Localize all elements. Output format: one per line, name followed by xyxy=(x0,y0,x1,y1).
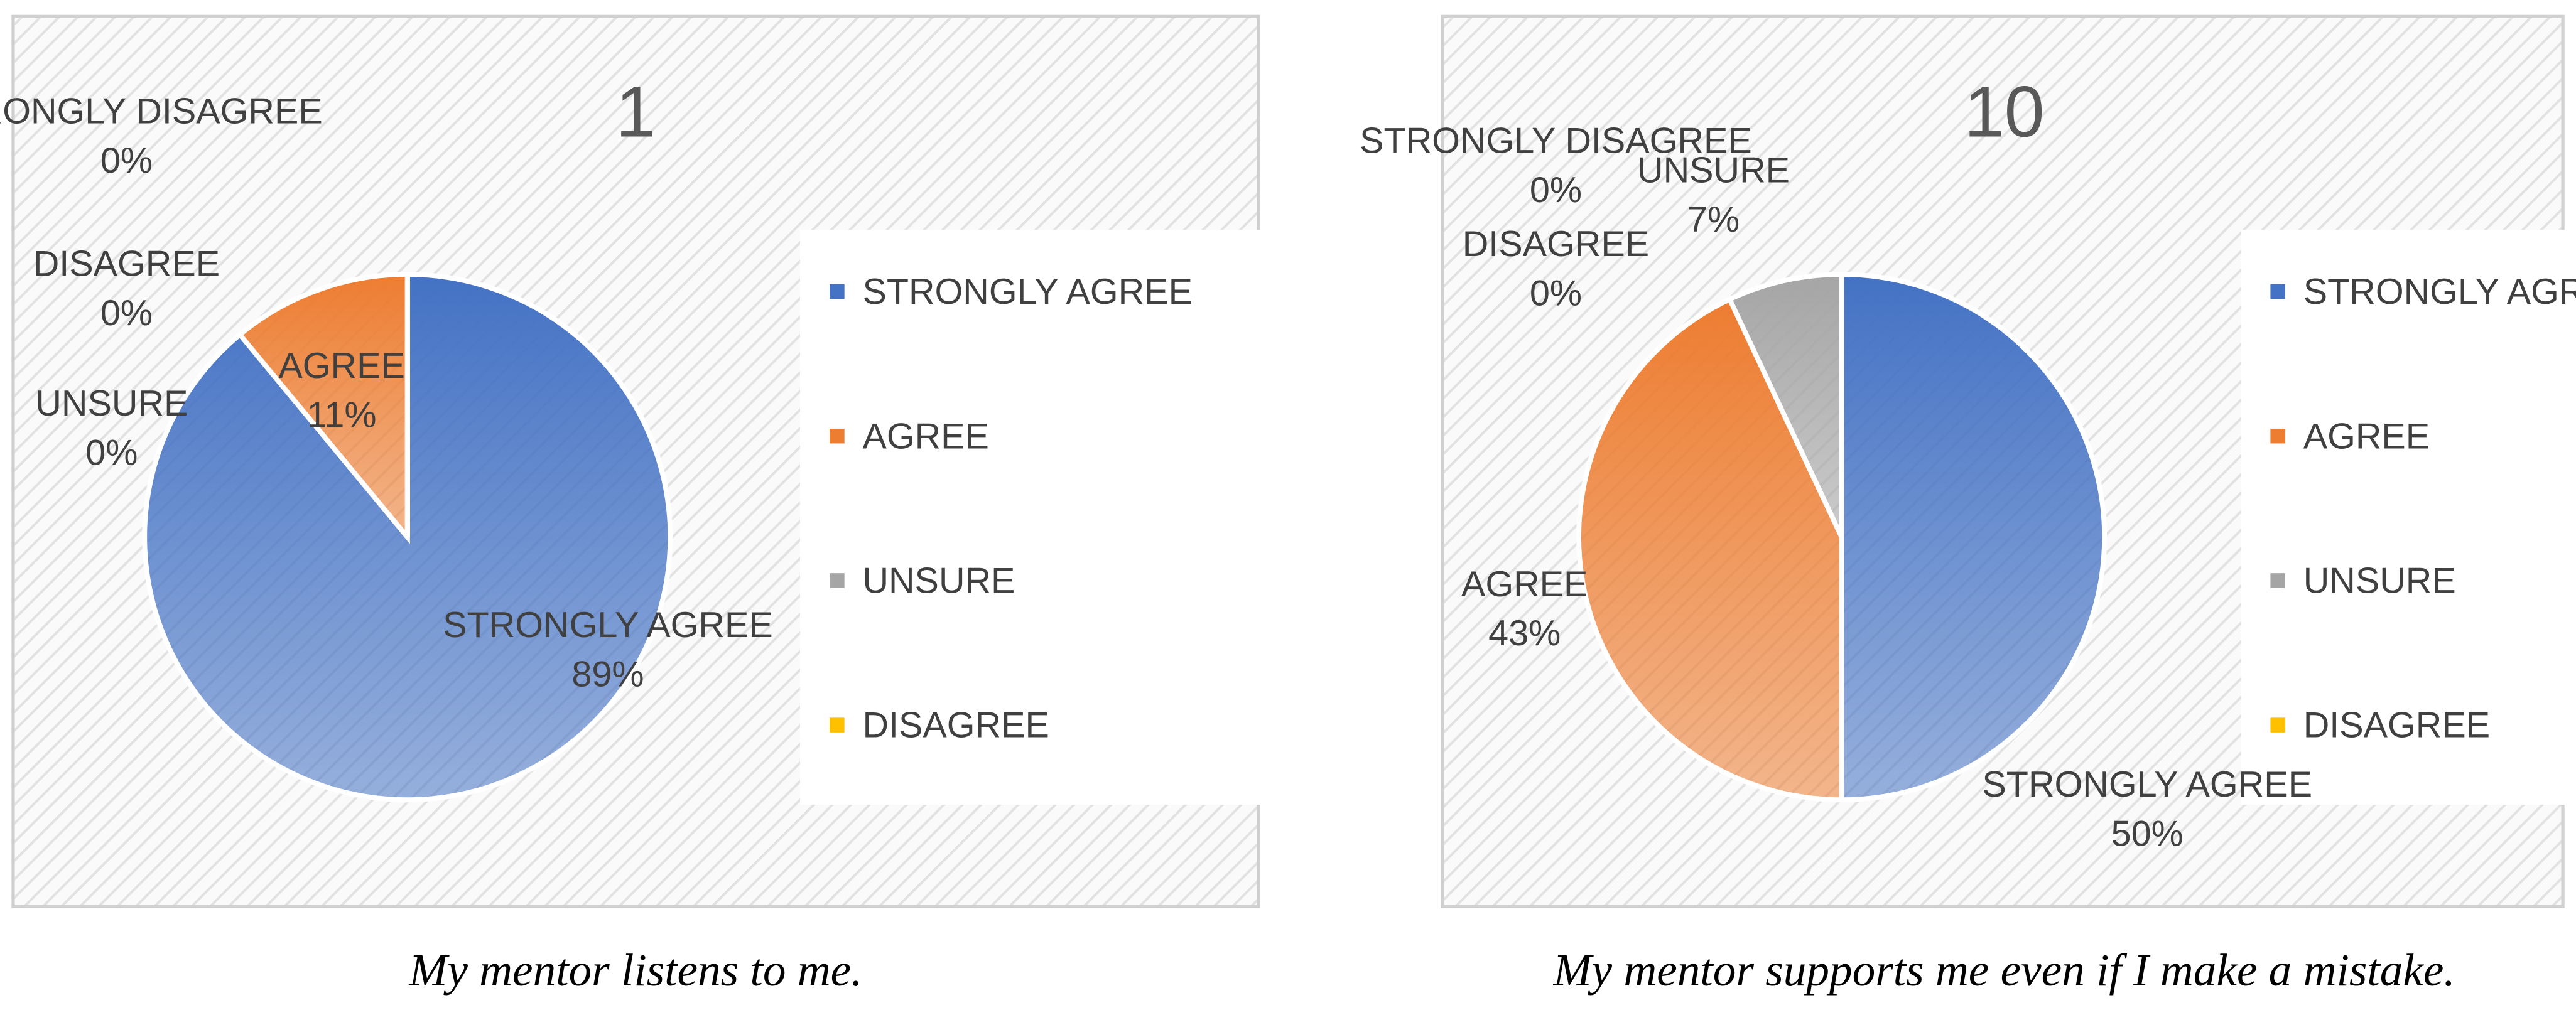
legend-entry: AGREE xyxy=(862,416,988,456)
legend-swatch xyxy=(2270,717,2285,733)
data-label-value: 0% xyxy=(100,141,153,181)
legend-entry: AGREE xyxy=(2303,416,2430,456)
data-label-value: 50% xyxy=(2111,814,2184,854)
pie-slice xyxy=(1726,272,1844,539)
data-label-category: UNSURE xyxy=(35,384,188,424)
caption: My mentor supports me even if I make a m… xyxy=(1553,945,2455,996)
legend-entry: DISAGREE xyxy=(2303,706,2490,746)
data-label-category: STRONGLY DISAGREE xyxy=(0,91,323,131)
data-label: AGREE 11% xyxy=(278,346,404,435)
legend-entry: STRONGLY AGREE xyxy=(862,272,1193,312)
data-label-value: 89% xyxy=(571,655,644,695)
legend-entry: STRONGLY AGREE xyxy=(2303,272,2576,312)
legend-swatch xyxy=(2270,428,2285,444)
data-label: DISAGREE 0% xyxy=(33,244,220,333)
legend-swatch xyxy=(830,573,845,588)
data-label-category: DISAGREE xyxy=(33,244,220,284)
chart-title: 10 xyxy=(1964,72,2045,152)
data-label-value: 0% xyxy=(85,432,138,473)
data-label: STRONGLY DISAGREE 0% xyxy=(0,91,323,180)
data-label-value: 7% xyxy=(1687,200,1740,240)
data-label-category: STRONGLY AGREE xyxy=(1982,765,2312,805)
data-label-category: AGREE xyxy=(278,346,404,386)
legend-entry: UNSURE xyxy=(862,561,1015,601)
legend-area xyxy=(800,230,1507,805)
data-label-value: 43% xyxy=(1488,613,1561,653)
data-label: STRONGLY DISAGREE 0% xyxy=(1360,121,1752,210)
data-label: DISAGREE 0% xyxy=(1463,224,1649,313)
legend-swatch xyxy=(830,284,845,299)
pie-slice xyxy=(1839,272,2108,803)
data-label: AGREE 43% xyxy=(1461,564,1588,653)
legend-entry: DISAGREE xyxy=(862,706,1049,746)
pie-slice xyxy=(1576,296,1844,803)
legend-swatch xyxy=(2270,573,2285,588)
legend-swatch xyxy=(830,428,845,444)
data-label-value: 0% xyxy=(1530,274,1582,314)
data-label: UNSURE 0% xyxy=(35,384,188,473)
legend-entry: UNSURE xyxy=(2303,561,2456,601)
chart-title: 1 xyxy=(615,72,656,152)
data-label-value: 0% xyxy=(1530,170,1582,210)
data-label: STRONGLY AGREE 89% xyxy=(443,605,773,694)
data-label: STRONGLY AGREE 50% xyxy=(1982,765,2312,854)
data-label-category: DISAGREE xyxy=(1463,224,1649,264)
legend-area xyxy=(2241,230,2576,805)
legend-swatch xyxy=(2270,284,2285,299)
legend-swatch xyxy=(830,717,845,733)
data-label-category: AGREE xyxy=(1461,564,1588,604)
caption: My mentor listens to me. xyxy=(408,945,862,996)
data-label-value: 11% xyxy=(307,395,377,435)
data-label-value: 0% xyxy=(100,293,153,333)
data-label: UNSURE 7% xyxy=(1637,151,1790,240)
pie-slice xyxy=(236,272,410,544)
pie-chart: 10 STRONGLY AGREE 50% AGREE 43% UNSURE 7% DISAG… xyxy=(1360,14,2576,908)
data-label-category: UNSURE xyxy=(1637,151,1790,191)
data-label-category: STRONGLY AGREE xyxy=(443,605,773,645)
data-label-category: STRONGLY DISAGREE xyxy=(1360,121,1752,161)
